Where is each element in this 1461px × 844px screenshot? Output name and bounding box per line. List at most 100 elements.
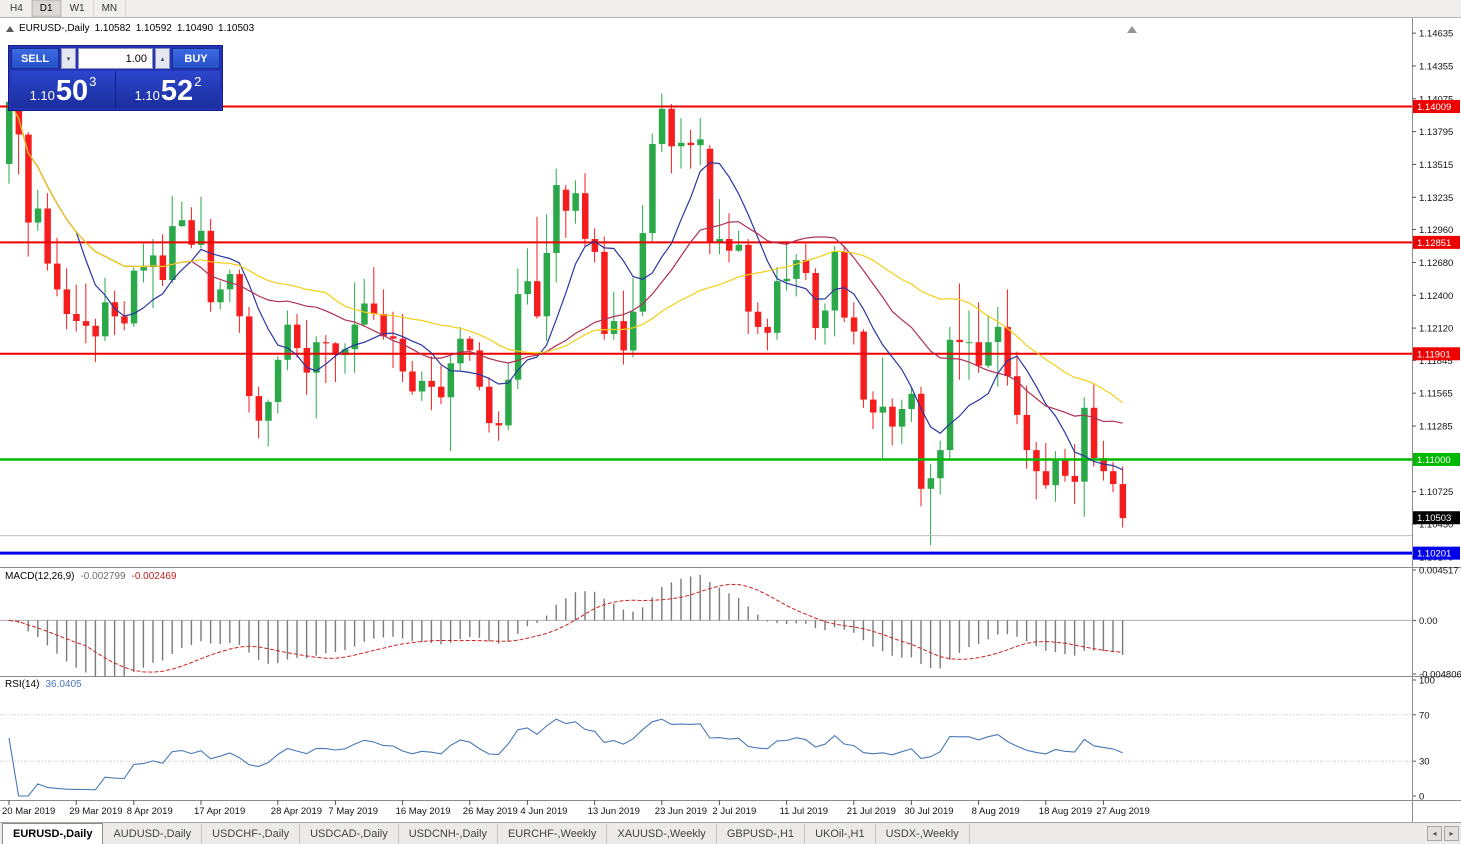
svg-text:28 Apr 2019: 28 Apr 2019	[271, 806, 322, 817]
bid-prefix: 1.10	[29, 88, 55, 103]
svg-text:1.11565: 1.11565	[1419, 389, 1453, 400]
svg-text:8 Aug 2019: 8 Aug 2019	[972, 806, 1020, 817]
svg-text:1.14635: 1.14635	[1419, 29, 1453, 40]
rsi-panel: 100 70 30 0	[0, 676, 1435, 803]
timeframe-button-w1[interactable]: W1	[62, 0, 94, 17]
macd-signal-value: -0.002469	[131, 571, 177, 582]
ma-8-line	[8, 101, 1123, 471]
tab-eurusd-daily[interactable]: EURUSD-,Daily	[2, 823, 104, 844]
sell-price[interactable]: 1.10 50 3	[11, 71, 116, 108]
svg-text:70: 70	[1419, 710, 1430, 721]
tab-eurchf-weekly[interactable]: EURCHF-,Weekly	[498, 824, 608, 844]
price-axis: 1.14635 1.14355 1.14075 1.13795 1.13515 1.132…	[1412, 18, 1453, 822]
macd-name: MACD(12,26,9)	[5, 571, 75, 582]
svg-text:1.14355: 1.14355	[1419, 61, 1453, 72]
svg-text:30 Jul 2019: 30 Jul 2019	[904, 806, 953, 817]
svg-text:13 Jun 2019: 13 Jun 2019	[588, 806, 640, 817]
macd-signal-line	[8, 583, 1123, 673]
svg-text:4 Jun 2019: 4 Jun 2019	[520, 806, 567, 817]
tab-ukoil-h1[interactable]: UKOil-,H1	[805, 824, 876, 844]
ask-big: 52	[160, 75, 194, 108]
ma-34-line	[8, 101, 1123, 404]
svg-text:0.00: 0.00	[1419, 616, 1438, 627]
svg-text:1.10450: 1.10450	[1419, 519, 1453, 530]
tab-usdcnh-daily[interactable]: USDCNH-,Daily	[399, 824, 498, 844]
volume-increase-button[interactable]: ▴	[155, 48, 170, 69]
chart-window: 0.004517 0.00 -0.004806 100 70 30 0 1.14635 1.14…	[0, 18, 1461, 822]
volume-input[interactable]	[78, 48, 153, 69]
svg-text:2 Jul 2019: 2 Jul 2019	[712, 806, 756, 817]
candlestick-series	[6, 93, 1127, 546]
rsi-value: 36.0405	[45, 679, 82, 690]
tab-usdcad-daily[interactable]: USDCAD-,Daily	[300, 824, 399, 844]
chart-canvas[interactable]: 0.0045170.00-0.004806100703001.146351.14…	[0, 18, 1461, 822]
svg-text:1.14075: 1.14075	[1419, 94, 1453, 105]
tab-usdchf-daily[interactable]: USDCHF-,Daily	[202, 824, 301, 844]
time-axis[interactable]: 20 Mar 2019 29 Mar 2019 8 Apr 2019 17 Apr 2…	[2, 800, 1150, 817]
svg-text:18 Aug 2019: 18 Aug 2019	[1039, 806, 1092, 817]
ask-sup: 2	[194, 74, 202, 89]
svg-text:1.10725: 1.10725	[1419, 487, 1453, 498]
svg-text:1.13235: 1.13235	[1419, 193, 1453, 204]
ohlc-high: 1.10592	[135, 23, 172, 34]
buy-price[interactable]: 1.10 52 2	[116, 71, 220, 108]
support-resistance-lines[interactable]	[0, 105, 1412, 555]
ohlc-close: 1.10503	[218, 23, 255, 34]
symbol-name: EURUSD-,Daily	[19, 23, 90, 34]
svg-text:-0.004806: -0.004806	[1419, 670, 1461, 681]
svg-text:1.11000: 1.11000	[1417, 455, 1451, 466]
ohlc-low: 1.10490	[176, 23, 214, 34]
svg-text:16 May 2019: 16 May 2019	[396, 806, 451, 817]
bid-big: 50	[55, 75, 89, 108]
ma-20-line	[8, 101, 1123, 424]
buy-button[interactable]: BUY	[172, 48, 220, 69]
sell-button[interactable]: SELL	[11, 48, 59, 69]
one-click-collapse-icon[interactable]	[6, 25, 14, 32]
svg-text:17 Apr 2019: 17 Apr 2019	[194, 806, 245, 817]
panel-separators	[0, 567, 1461, 801]
macd-main-value: -0.002799	[80, 571, 126, 582]
chart-symbol-header: EURUSD-,Daily 1.10582 1.10592 1.10490 1.…	[6, 23, 254, 34]
timeframe-button-h4[interactable]: H4	[2, 0, 32, 17]
timeframe-button-d1[interactable]: D1	[31, 0, 62, 17]
svg-text:1.10503: 1.10503	[1417, 513, 1451, 524]
svg-text:8 Apr 2019: 8 Apr 2019	[127, 806, 173, 817]
chart-shift-icon[interactable]	[1127, 26, 1137, 33]
svg-text:20 Mar 2019: 20 Mar 2019	[2, 806, 55, 817]
tab-scroll-left-button[interactable]: ◂	[1427, 826, 1442, 841]
macd-indicator-label: MACD(12,26,9) -0.002799 -0.002469	[5, 571, 177, 582]
tab-audusd-daily[interactable]: AUDUSD-,Daily	[103, 824, 203, 844]
svg-text:0: 0	[1419, 792, 1424, 803]
ask-prefix: 1.10	[134, 88, 160, 103]
svg-text:26 May 2019: 26 May 2019	[463, 806, 518, 817]
svg-text:11 Jul 2019: 11 Jul 2019	[780, 806, 828, 817]
svg-text:1.11285: 1.11285	[1419, 422, 1453, 433]
one-click-trading-panel: SELL ▾ ▴ BUY 1.10 50 3 1.10 52 2	[8, 45, 223, 111]
svg-text:30: 30	[1419, 757, 1430, 768]
svg-text:1.12400: 1.12400	[1419, 291, 1453, 302]
macd-panel: 0.004517 0.00 -0.004806	[0, 566, 1461, 681]
timeframe-button-mn[interactable]: MN	[94, 0, 127, 17]
svg-text:1.12851: 1.12851	[1417, 238, 1451, 249]
price-tags: 1.14009 1.12851 1.11901 1.11000 1.10201 1.105…	[1413, 100, 1460, 560]
svg-text:1.13795: 1.13795	[1419, 127, 1453, 138]
tab-gbpusd-h1[interactable]: GBPUSD-,H1	[717, 824, 806, 844]
svg-text:1.10201: 1.10201	[1417, 549, 1451, 560]
svg-text:1.11901: 1.11901	[1417, 349, 1451, 360]
tab-scroll-right-button[interactable]: ▸	[1444, 826, 1459, 841]
bid-sup: 3	[89, 74, 97, 89]
svg-text:29 Mar 2019: 29 Mar 2019	[69, 806, 122, 817]
tab-xauusd-weekly[interactable]: XAUUSD-,Weekly	[607, 824, 717, 844]
rsi-line	[8, 718, 1123, 797]
svg-text:0.004517: 0.004517	[1419, 566, 1459, 577]
svg-text:1.13515: 1.13515	[1419, 160, 1453, 171]
volume-decrease-button[interactable]: ▾	[61, 48, 76, 69]
svg-text:7 May 2019: 7 May 2019	[328, 806, 378, 817]
timeframe-toolbar: H4 D1 W1 MN	[0, 0, 1461, 18]
svg-text:1.11845: 1.11845	[1419, 356, 1453, 367]
chart-tab-bar: EURUSD-,Daily AUDUSD-,Daily USDCHF-,Daily U…	[0, 822, 1461, 844]
tab-usdx-weekly[interactable]: USDX-,Weekly	[876, 824, 970, 844]
svg-text:1.14009: 1.14009	[1417, 102, 1451, 113]
ohlc-open: 1.10582	[94, 23, 131, 34]
svg-text:1.12960: 1.12960	[1419, 225, 1453, 236]
